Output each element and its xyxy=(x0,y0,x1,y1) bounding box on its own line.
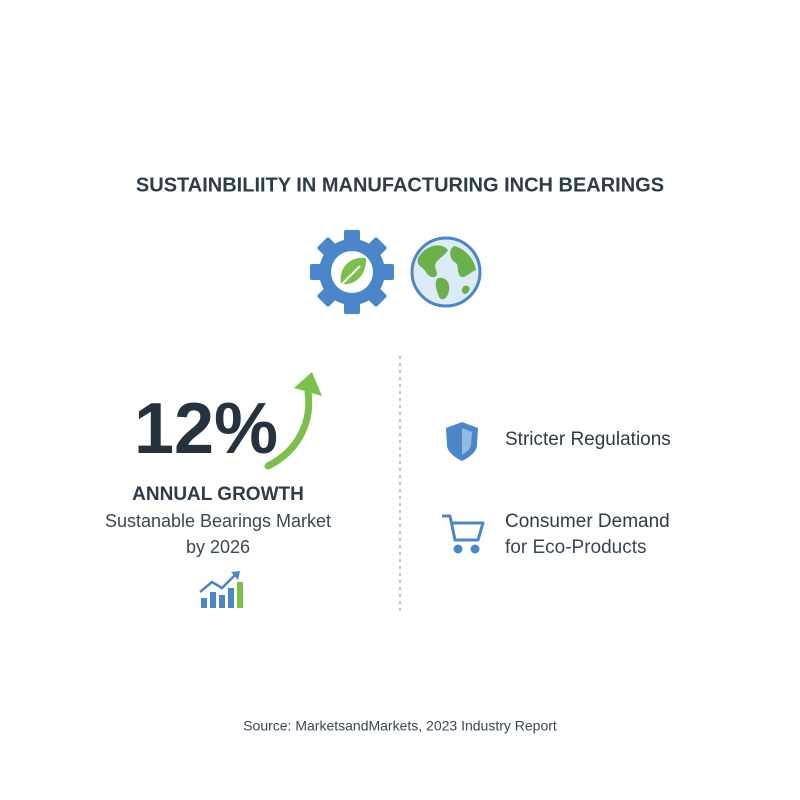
source-note: Source: MarketsandMarkets, 2023 Industry… xyxy=(243,718,557,734)
stat-label: ANNUAL GROWTH xyxy=(132,484,304,505)
cart-icon xyxy=(442,514,485,554)
gear-icon xyxy=(310,230,394,314)
stat-description: Sustanable Bearings Market xyxy=(105,511,331,531)
globe-icon xyxy=(410,236,482,308)
stat-description: by 2026 xyxy=(186,537,250,557)
growth-arrow-head xyxy=(294,372,322,396)
driver-text: Consumer Demand xyxy=(505,511,670,532)
chart-icon xyxy=(199,571,243,608)
driver-text: Stricter Regulations xyxy=(505,429,671,450)
title: SUSTAINBILIITY IN MANUFACTURING INCH BEA… xyxy=(136,174,664,196)
shield-icon xyxy=(462,428,472,455)
driver-text: for Eco-Products xyxy=(505,537,647,558)
stat-value: 12% xyxy=(134,389,278,469)
growth-arrow xyxy=(264,388,313,470)
